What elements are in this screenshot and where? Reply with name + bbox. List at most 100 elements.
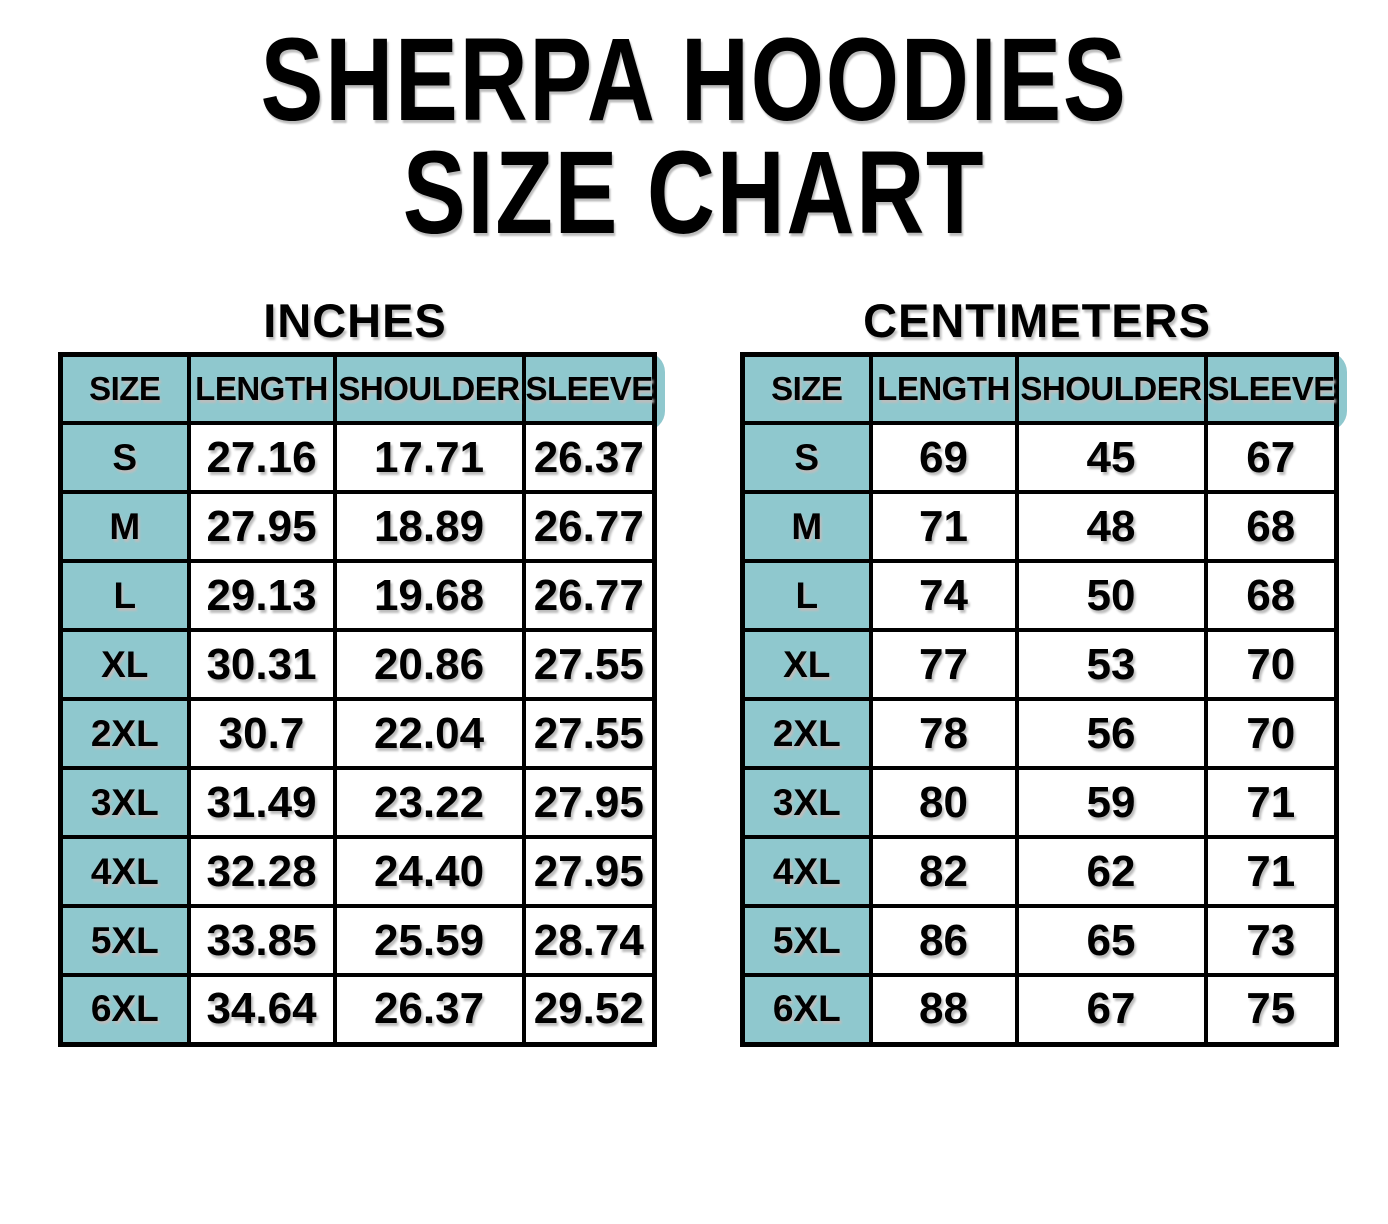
centimeters-table: SIZE LENGTH SHOULDER SLEEVE S 69 45 67 M 71 48 68 L… [740, 351, 1339, 1047]
value-cell: 67 [1203, 421, 1339, 495]
value-cell: 69 [868, 421, 1019, 495]
page-title: SHERPA HOODIES SIZE CHART [139, 14, 1249, 260]
value-cell: 82 [868, 835, 1019, 909]
table-row: 5XL 33.85 25.59 28.74 [58, 904, 657, 978]
size-cell: M [58, 490, 191, 564]
column-header: SIZE [740, 352, 873, 426]
size-cell: 4XL [740, 835, 873, 909]
page-title-line1: SHERPA HOODIES [260, 14, 1128, 146]
value-cell: 75 [1203, 973, 1339, 1047]
table-row: L 74 50 68 [740, 559, 1339, 633]
table-row: XL 30.31 20.86 27.55 [58, 628, 657, 702]
value-cell: 27.55 [521, 628, 657, 702]
centimeters-section: CENTIMETERS SIZE LENGTH SHOULDER SLEEVE S 69… [740, 251, 1347, 1047]
value-cell: 73 [1203, 904, 1339, 978]
table-row: 2XL 30.7 22.04 27.55 [58, 697, 657, 771]
table-row: M 27.95 18.89 26.77 [58, 490, 657, 564]
value-cell: 70 [1203, 628, 1339, 702]
value-cell: 30.7 [186, 697, 337, 771]
table-row: 6XL 34.64 26.37 29.52 [58, 973, 657, 1047]
column-header: SHOULDER [1014, 352, 1208, 426]
size-cell: M [740, 490, 873, 564]
tables-row: INCHES SIZE LENGTH SHOULDER SLEEVE S 27.16 17… [0, 251, 1388, 1047]
column-header: SLEEVE [1203, 352, 1339, 426]
header-row: SIZE LENGTH SHOULDER SLEEVE [58, 352, 657, 426]
size-cell: L [740, 559, 873, 633]
value-cell: 23.22 [332, 766, 526, 840]
table-row: 3XL 80 59 71 [740, 766, 1339, 840]
value-cell: 31.49 [186, 766, 337, 840]
value-cell: 27.95 [521, 766, 657, 840]
size-cell: XL [58, 628, 191, 702]
table-row: 2XL 78 56 70 [740, 697, 1339, 771]
inches-table: SIZE LENGTH SHOULDER SLEEVE S 27.16 17.71 26.3… [58, 351, 657, 1047]
value-cell: 20.86 [332, 628, 526, 702]
value-cell: 25.59 [332, 904, 526, 978]
value-cell: 62 [1014, 835, 1208, 909]
table-row: 4XL 82 62 71 [740, 835, 1339, 909]
size-cell: 6XL [58, 973, 191, 1047]
value-cell: 27.55 [521, 697, 657, 771]
value-cell: 65 [1014, 904, 1208, 978]
inches-heading: INCHES [263, 293, 447, 347]
table-row: S 27.16 17.71 26.37 [58, 421, 657, 495]
value-cell: 53 [1014, 628, 1208, 702]
value-cell: 86 [868, 904, 1019, 978]
value-cell: 27.95 [186, 490, 337, 564]
size-cell: 4XL [58, 835, 191, 909]
size-cell: L [58, 559, 191, 633]
column-header: LENGTH [186, 352, 337, 426]
value-cell: 30.31 [186, 628, 337, 702]
value-cell: 27.95 [521, 835, 657, 909]
value-cell: 22.04 [332, 697, 526, 771]
value-cell: 26.77 [521, 490, 657, 564]
value-cell: 26.77 [521, 559, 657, 633]
value-cell: 26.37 [332, 973, 526, 1047]
column-header: SLEEVE [521, 352, 657, 426]
value-cell: 67 [1014, 973, 1208, 1047]
value-cell: 71 [1203, 835, 1339, 909]
column-header: LENGTH [868, 352, 1019, 426]
table-row: 6XL 88 67 75 [740, 973, 1339, 1047]
value-cell: 26.37 [521, 421, 657, 495]
inches-table-wrap: SIZE LENGTH SHOULDER SLEEVE S 27.16 17.71 26.3… [58, 351, 665, 1047]
value-cell: 78 [868, 697, 1019, 771]
centimeters-table-wrap: SIZE LENGTH SHOULDER SLEEVE S 69 45 67 M 71 48 68 L… [740, 351, 1347, 1047]
table-row: 5XL 86 65 73 [740, 904, 1339, 978]
table-row: 3XL 31.49 23.22 27.95 [58, 766, 657, 840]
value-cell: 34.64 [186, 973, 337, 1047]
table-row: M 71 48 68 [740, 490, 1339, 564]
table-row: XL 77 53 70 [740, 628, 1339, 702]
value-cell: 45 [1014, 421, 1208, 495]
value-cell: 68 [1203, 490, 1339, 564]
value-cell: 29.13 [186, 559, 337, 633]
value-cell: 17.71 [332, 421, 526, 495]
size-cell: 3XL [58, 766, 191, 840]
size-cell: 2XL [740, 697, 873, 771]
inches-section: INCHES SIZE LENGTH SHOULDER SLEEVE S 27.16 17… [58, 251, 665, 1047]
value-cell: 88 [868, 973, 1019, 1047]
value-cell: 28.74 [521, 904, 657, 978]
value-cell: 48 [1014, 490, 1208, 564]
column-header: SIZE [58, 352, 191, 426]
value-cell: 71 [1203, 766, 1339, 840]
page-title-line2: SIZE CHART [402, 127, 986, 260]
value-cell: 56 [1014, 697, 1208, 771]
value-cell: 68 [1203, 559, 1339, 633]
value-cell: 59 [1014, 766, 1208, 840]
size-chart-page: SHERPA HOODIES SIZE CHART INCHES SIZE LEN… [0, 14, 1388, 1224]
value-cell: 77 [868, 628, 1019, 702]
value-cell: 50 [1014, 559, 1208, 633]
size-cell: 2XL [58, 697, 191, 771]
value-cell: 29.52 [521, 973, 657, 1047]
size-cell: 5XL [740, 904, 873, 978]
value-cell: 27.16 [186, 421, 337, 495]
value-cell: 19.68 [332, 559, 526, 633]
value-cell: 74 [868, 559, 1019, 633]
value-cell: 32.28 [186, 835, 337, 909]
size-cell: S [58, 421, 191, 495]
centimeters-heading: CENTIMETERS [863, 293, 1211, 347]
value-cell: 18.89 [332, 490, 526, 564]
size-cell: 3XL [740, 766, 873, 840]
table-row: 4XL 32.28 24.40 27.95 [58, 835, 657, 909]
